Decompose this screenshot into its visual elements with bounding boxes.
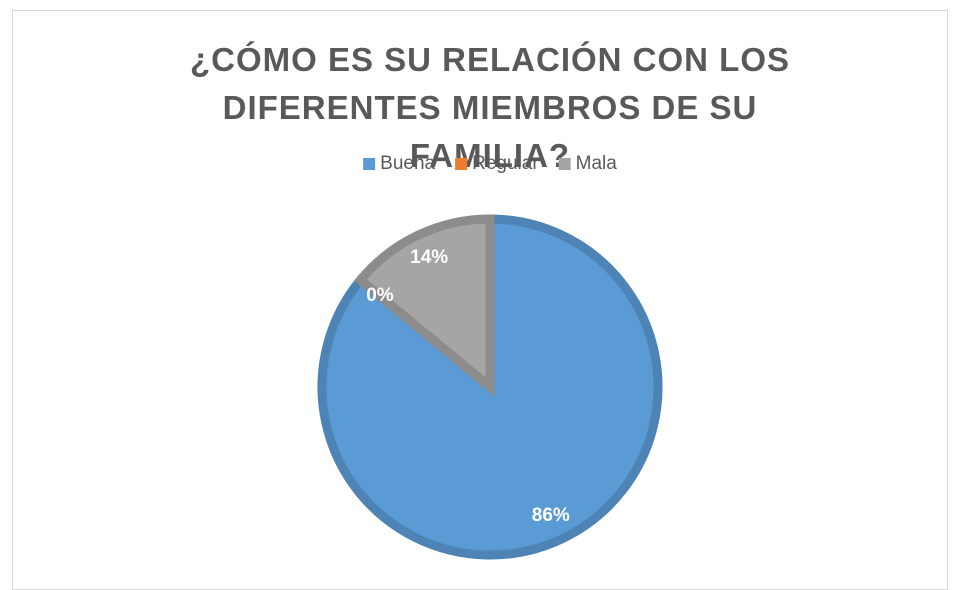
data-label: 14% xyxy=(410,247,448,268)
legend-swatch xyxy=(455,158,468,170)
pie-slice xyxy=(354,214,495,397)
data-label: 86% xyxy=(532,505,570,526)
chart-title: ¿CÓMO ES SU RELACIÓN CON LOS DIFERENTES … xyxy=(189,41,791,174)
legend-swatch xyxy=(363,158,376,170)
data-label: 0% xyxy=(366,285,394,306)
legend-label: Buena xyxy=(380,153,435,174)
legend-label: Regular xyxy=(472,153,539,174)
legend-label: Mala xyxy=(576,153,618,174)
legend-swatch xyxy=(558,158,571,170)
pie-slice xyxy=(317,214,663,560)
